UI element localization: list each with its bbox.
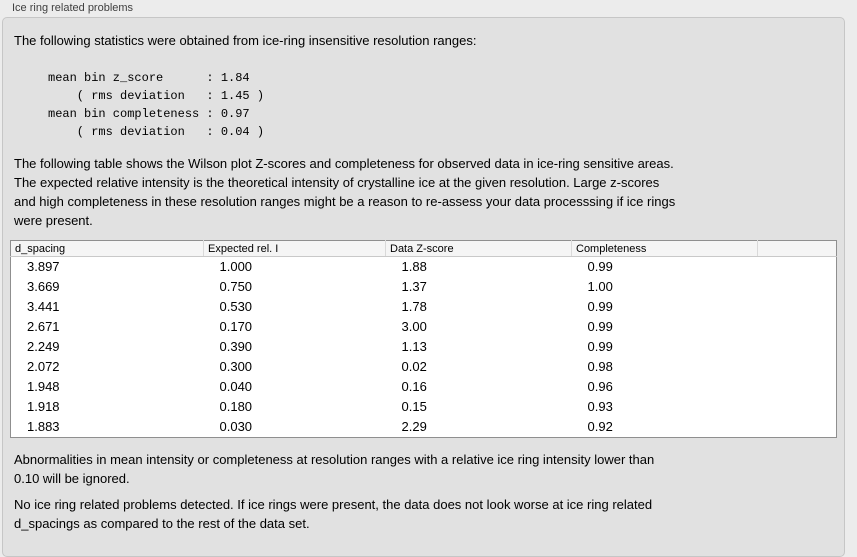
table-cell: 1.948 xyxy=(27,379,60,394)
table-cell xyxy=(758,357,837,377)
column-header-expected-rel-i[interactable]: Expected rel. I xyxy=(203,240,386,257)
column-header-blank[interactable] xyxy=(757,240,837,257)
table-cell: 2.29 xyxy=(401,419,427,434)
table-cell: 0.300 xyxy=(219,359,253,374)
table-cell: 0.92 xyxy=(587,419,613,434)
conclusion-text: No ice ring related problems detected. I… xyxy=(14,497,653,531)
group-box-title: Ice ring related problems xyxy=(12,2,134,14)
table-cell xyxy=(758,417,837,438)
table-cell: 0.530 xyxy=(219,299,253,314)
table-cell: 0.030 xyxy=(219,419,253,434)
table-cell: 0.02 xyxy=(401,359,427,374)
table-cell xyxy=(758,337,837,357)
table-row[interactable]: 1.948 0.040 0.16 0.96 xyxy=(11,377,837,397)
ice-ring-list-control[interactable]: d_spacing Expected rel. I Data Z-score Comp… xyxy=(10,240,837,438)
table-cell: 3.669 xyxy=(27,279,60,294)
table-cell: 1.00 xyxy=(587,279,613,294)
column-header-data-z-score[interactable]: Data Z-score xyxy=(385,240,572,257)
table-cell: 0.15 xyxy=(401,399,427,414)
table-row[interactable]: 1.918 0.180 0.15 0.93 xyxy=(11,397,837,417)
table-row[interactable]: 3.897 1.000 1.88 0.99 xyxy=(11,257,837,278)
table-cell: 1.37 xyxy=(401,279,427,294)
table-cell: 0.99 xyxy=(587,319,613,334)
table-header-row: d_spacing Expected rel. I Data Z-score Comp… xyxy=(10,240,837,257)
table-cell: 2.249 xyxy=(27,339,60,354)
table-cell: 3.00 xyxy=(401,319,427,334)
table-row[interactable]: 2.249 0.390 1.13 0.99 xyxy=(11,337,837,357)
table-cell: 2.072 xyxy=(27,359,60,374)
table-cell: 1.88 xyxy=(401,259,427,274)
column-header-completeness[interactable]: Completeness xyxy=(571,240,758,257)
table-cell: 0.99 xyxy=(587,299,613,314)
table-row[interactable]: 2.072 0.300 0.02 0.98 xyxy=(11,357,837,377)
table-cell: 1.000 xyxy=(219,259,253,274)
table-cell xyxy=(758,277,837,297)
table-cell: 1.918 xyxy=(27,399,60,414)
table-cell: 0.96 xyxy=(587,379,613,394)
table-cell: 2.671 xyxy=(27,319,60,334)
table-cell: 0.390 xyxy=(219,339,253,354)
table-cell: 0.170 xyxy=(219,319,253,334)
table-cell xyxy=(758,297,837,317)
ignore-note-text: Abnormalities in mean intensity or compl… xyxy=(14,452,655,486)
table-cell xyxy=(758,317,837,337)
table-cell: 0.750 xyxy=(219,279,253,294)
table-cell: 0.180 xyxy=(219,399,253,414)
table-cell: 1.883 xyxy=(27,419,60,434)
table-cell xyxy=(758,257,837,278)
ice-ring-table[interactable]: d_spacing Expected rel. I Data Z-score Comp… xyxy=(10,240,837,438)
table-cell: 1.13 xyxy=(401,339,427,354)
table-row[interactable]: 3.669 0.750 1.37 1.00 xyxy=(11,277,837,297)
table-cell: 1.78 xyxy=(401,299,427,314)
column-header-d-spacing[interactable]: d_spacing xyxy=(10,240,204,257)
table-row[interactable]: 1.883 0.030 2.29 0.92 xyxy=(11,417,837,438)
intro-text: The following statistics were obtained f… xyxy=(14,33,477,48)
table-row[interactable]: 3.441 0.530 1.78 0.99 xyxy=(11,297,837,317)
table-cell: 0.16 xyxy=(401,379,427,394)
table-cell: 3.897 xyxy=(27,259,60,274)
table-cell xyxy=(758,377,837,397)
table-description-text: The following table shows the Wilson plo… xyxy=(14,156,676,228)
table-cell: 3.441 xyxy=(27,299,60,314)
table-cell: 0.93 xyxy=(587,399,613,414)
bin-statistics-block: mean bin z_score : 1.84 ( rms deviation … xyxy=(48,71,265,139)
table-cell: 0.040 xyxy=(219,379,253,394)
table-cell: 0.99 xyxy=(587,259,613,274)
table-cell: 0.98 xyxy=(587,359,613,374)
table-cell xyxy=(758,397,837,417)
table-cell: 0.99 xyxy=(587,339,613,354)
table-row[interactable]: 2.671 0.170 3.00 0.99 xyxy=(11,317,837,337)
